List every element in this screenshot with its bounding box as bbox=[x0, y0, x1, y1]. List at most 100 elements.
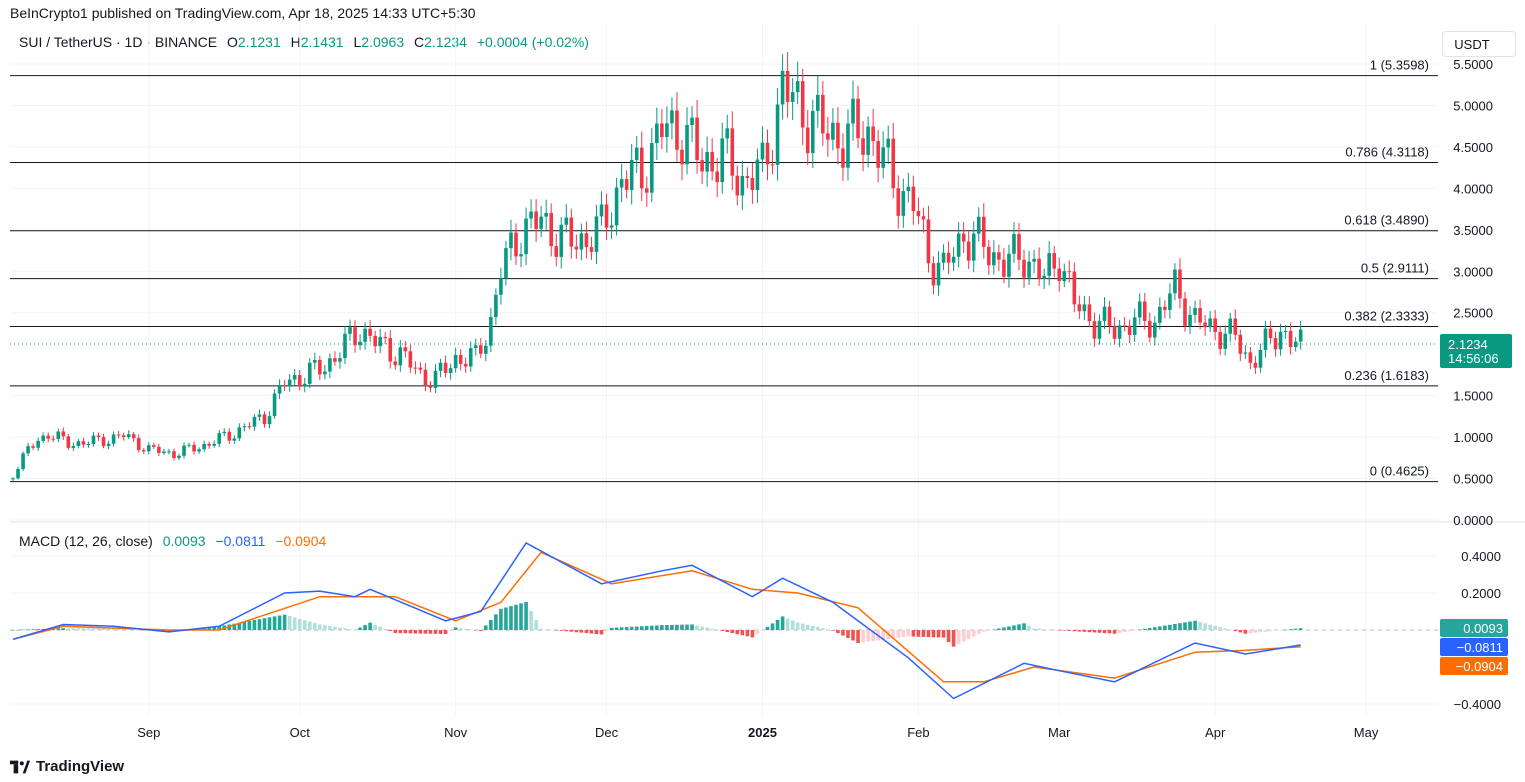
macd-histogram-bar bbox=[318, 624, 322, 630]
candle-body bbox=[468, 348, 473, 367]
macd-histogram-bar bbox=[755, 630, 760, 634]
candle-body bbox=[282, 384, 287, 387]
macd-histogram-bar bbox=[1168, 624, 1172, 630]
candle-body bbox=[1077, 304, 1082, 312]
macd-histogram-bar bbox=[866, 630, 870, 642]
macd-histogram-bar bbox=[393, 630, 398, 634]
candle-body bbox=[1137, 301, 1142, 318]
macd-badge-value: −0.0811 bbox=[1457, 640, 1503, 655]
candle-body bbox=[926, 219, 931, 264]
currency-button[interactable]: USDT bbox=[1442, 31, 1516, 57]
price-tick-label: 1.0000 bbox=[1453, 430, 1493, 445]
macd-histogram-bar bbox=[619, 627, 624, 630]
candle-body bbox=[549, 212, 554, 247]
candle-body bbox=[665, 123, 669, 138]
macd-histogram-bar bbox=[1163, 625, 1167, 630]
macd-histogram-bar bbox=[126, 629, 131, 630]
candle-body bbox=[86, 443, 91, 445]
candle-body bbox=[881, 147, 885, 168]
candle-body bbox=[207, 443, 211, 446]
candle-body bbox=[323, 371, 327, 375]
candle-body bbox=[589, 247, 594, 252]
symbol-title[interactable]: SUI / TetherUS · 1D · BINANCE bbox=[19, 34, 218, 50]
macd-histogram-bar bbox=[1037, 628, 1041, 630]
candle-body bbox=[1047, 253, 1051, 276]
candle-body bbox=[735, 175, 740, 196]
macd-histogram-bar bbox=[891, 630, 896, 639]
macd-histogram-bar bbox=[96, 628, 101, 630]
macd-histogram-bar bbox=[1032, 628, 1036, 630]
candle-body bbox=[1032, 258, 1036, 262]
macd-histogram-bar bbox=[46, 628, 51, 630]
candle-body bbox=[906, 186, 911, 192]
candle-body bbox=[775, 104, 780, 165]
low-label: L bbox=[353, 34, 362, 50]
macd-badge-value: −0.0904 bbox=[1456, 659, 1503, 674]
macd-histogram-bar bbox=[1137, 629, 1142, 631]
candle-body bbox=[1007, 253, 1011, 277]
candle-body bbox=[755, 159, 760, 191]
candle-body bbox=[333, 358, 337, 362]
macd-histogram-bar bbox=[685, 624, 689, 630]
macd-histogram-bar bbox=[378, 626, 382, 630]
macd-histogram-bar bbox=[41, 628, 45, 630]
macd-histogram-bar bbox=[504, 607, 508, 630]
high-label: H bbox=[290, 34, 301, 50]
macd-histogram-bar bbox=[579, 630, 584, 633]
macd-histogram-bar bbox=[1178, 623, 1182, 630]
macd-histogram-bar bbox=[800, 623, 805, 630]
candles bbox=[11, 51, 1303, 481]
fib-label-0.236: 0.236 (1.6183) bbox=[1344, 368, 1429, 383]
macd-title[interactable]: MACD (12, 26, close) bbox=[19, 533, 153, 549]
macd-histogram-bar bbox=[353, 630, 357, 631]
candle-body bbox=[297, 374, 302, 387]
macd-histogram-bar bbox=[680, 624, 684, 630]
macd-histogram-bar bbox=[182, 630, 186, 631]
price-axis: 5.5000 5.0000 4.5000 4.0000 3.5000 3.0000 2.50… bbox=[1453, 57, 1493, 528]
candle-body bbox=[795, 81, 800, 93]
candle-body bbox=[448, 368, 453, 374]
macd-histogram-bar bbox=[1153, 627, 1157, 630]
macd-histogram-bar bbox=[760, 630, 765, 631]
candle-body bbox=[403, 347, 408, 352]
candle-body bbox=[1042, 275, 1046, 279]
candle-body bbox=[1238, 334, 1243, 354]
candle-body bbox=[313, 359, 317, 363]
candle-body bbox=[1087, 304, 1092, 322]
macd-histogram-bar bbox=[614, 627, 619, 630]
price-tick-label: 5.0000 bbox=[1453, 98, 1493, 113]
macd-histogram-bar bbox=[992, 629, 996, 631]
tradingview-logo[interactable]: TradingView bbox=[10, 758, 124, 775]
candle-body bbox=[187, 444, 191, 446]
macd-histogram-bar bbox=[252, 620, 257, 630]
candle-body bbox=[509, 232, 513, 249]
macd-histogram-bar bbox=[665, 625, 669, 630]
candle-body bbox=[433, 370, 438, 388]
candle-body bbox=[51, 438, 56, 440]
candle-body bbox=[172, 451, 176, 459]
candle-body bbox=[11, 478, 15, 480]
macd-histogram-bar bbox=[297, 618, 302, 630]
candle-body bbox=[1283, 330, 1288, 332]
macd-histogram-bar bbox=[147, 630, 151, 631]
macd-histogram-bar bbox=[1092, 630, 1097, 633]
candle-body bbox=[790, 92, 795, 102]
macd-histogram-bar bbox=[227, 624, 232, 630]
fib-levels: 1 (5.3598) 0.786 (4.3118) 0.618 (3.4890) 0.… bbox=[10, 58, 1438, 483]
macd-histogram-bar bbox=[1208, 624, 1212, 630]
macd-histogram-bar bbox=[458, 628, 463, 630]
macd-histogram-bar bbox=[956, 630, 961, 645]
candle-body bbox=[1037, 258, 1041, 279]
candle-body bbox=[861, 138, 865, 155]
macd-histogram-bar bbox=[1258, 630, 1263, 633]
candle-body bbox=[569, 217, 574, 247]
macd-histogram-bar bbox=[56, 628, 61, 630]
candle-body bbox=[307, 362, 312, 384]
candle-body bbox=[956, 233, 961, 257]
macd-histogram-bar bbox=[826, 629, 830, 630]
candle-body bbox=[604, 204, 609, 228]
macd-histogram-bar bbox=[886, 630, 891, 640]
candle-body bbox=[901, 191, 906, 216]
candle-body bbox=[1173, 269, 1177, 294]
macd-histogram-bar bbox=[1117, 630, 1122, 633]
